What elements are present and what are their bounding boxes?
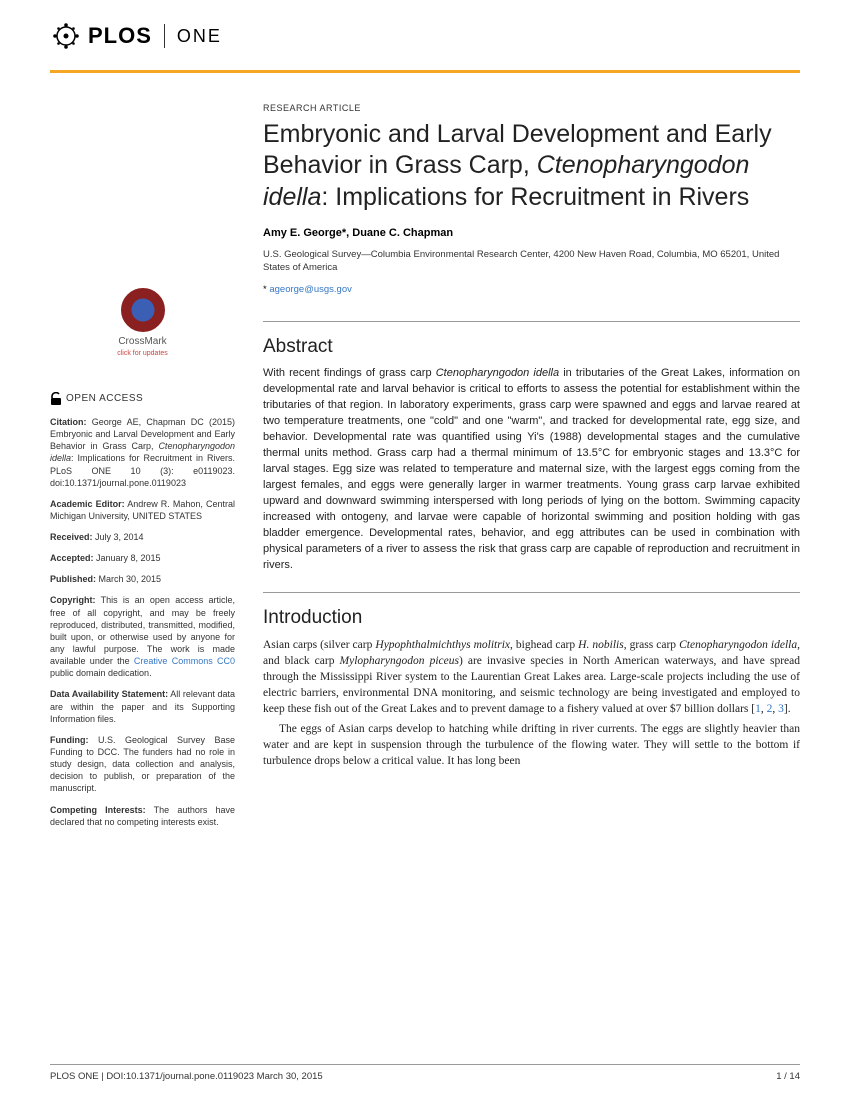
cc0-link[interactable]: Creative Commons CC0 <box>134 656 235 666</box>
funding-block: Funding: U.S. Geological Survey Base Fun… <box>50 734 235 795</box>
copyright-block: Copyright: This is an open access articl… <box>50 594 235 679</box>
crossmark-badge[interactable]: CrossMark click for updates <box>50 288 235 358</box>
open-access-badge: OPEN ACCESS <box>50 392 235 406</box>
crossmark-icon <box>121 288 165 332</box>
author-list: Amy E. George*, Duane C. Chapman <box>263 227 800 239</box>
section-divider <box>263 592 800 593</box>
email-link[interactable]: ageorge@usgs.gov <box>269 284 352 295</box>
article-type-label: RESEARCH ARTICLE <box>263 103 800 113</box>
plos-text: PLOS <box>88 23 152 49</box>
open-access-label: OPEN ACCESS <box>66 392 143 406</box>
plos-logo-icon <box>50 20 82 52</box>
logo-divider <box>164 24 165 48</box>
published-block: Published: March 30, 2015 <box>50 573 235 585</box>
sidebar: CrossMark click for updates OPEN ACCESS … <box>50 103 235 837</box>
main-content: CrossMark click for updates OPEN ACCESS … <box>0 73 850 837</box>
data-availability-block: Data Availability Statement: All relevan… <box>50 688 235 724</box>
corresponding-email: * ageorge@usgs.gov <box>263 284 800 295</box>
introduction-heading: Introduction <box>263 607 800 629</box>
page-footer: PLOS ONE | DOI:10.1371/journal.pone.0119… <box>50 1064 800 1082</box>
editor-block: Academic Editor: Andrew R. Mahon, Centra… <box>50 498 235 522</box>
open-lock-icon <box>50 392 62 406</box>
affiliation: U.S. Geological Survey—Columbia Environm… <box>263 249 800 275</box>
article-body: RESEARCH ARTICLE Embryonic and Larval De… <box>263 103 800 837</box>
plos-one-text: ONE <box>177 26 222 47</box>
article-title: Embryonic and Larval Development and Ear… <box>263 119 800 213</box>
page-number: 1 / 14 <box>776 1071 800 1082</box>
crossmark-label: CrossMark <box>50 335 235 349</box>
footer-citation: PLOS ONE | DOI:10.1371/journal.pone.0119… <box>50 1071 323 1082</box>
plos-logo: PLOS ONE <box>50 20 800 52</box>
abstract-text: With recent findings of grass carp Cteno… <box>263 366 800 573</box>
competing-interests-block: Competing Interests: The authors have de… <box>50 804 235 828</box>
crossmark-subtext: click for updates <box>50 349 235 358</box>
intro-paragraph-2: The eggs of Asian carps develop to hatch… <box>263 721 800 769</box>
received-block: Received: July 3, 2014 <box>50 531 235 543</box>
section-divider <box>263 321 800 322</box>
abstract-heading: Abstract <box>263 336 800 358</box>
intro-paragraph-1: Asian carps (silver carp Hypophthalmicht… <box>263 637 800 717</box>
journal-header: PLOS ONE <box>0 0 850 62</box>
accepted-block: Accepted: January 8, 2015 <box>50 552 235 564</box>
citation-block: Citation: George AE, Chapman DC (2015) E… <box>50 416 235 489</box>
